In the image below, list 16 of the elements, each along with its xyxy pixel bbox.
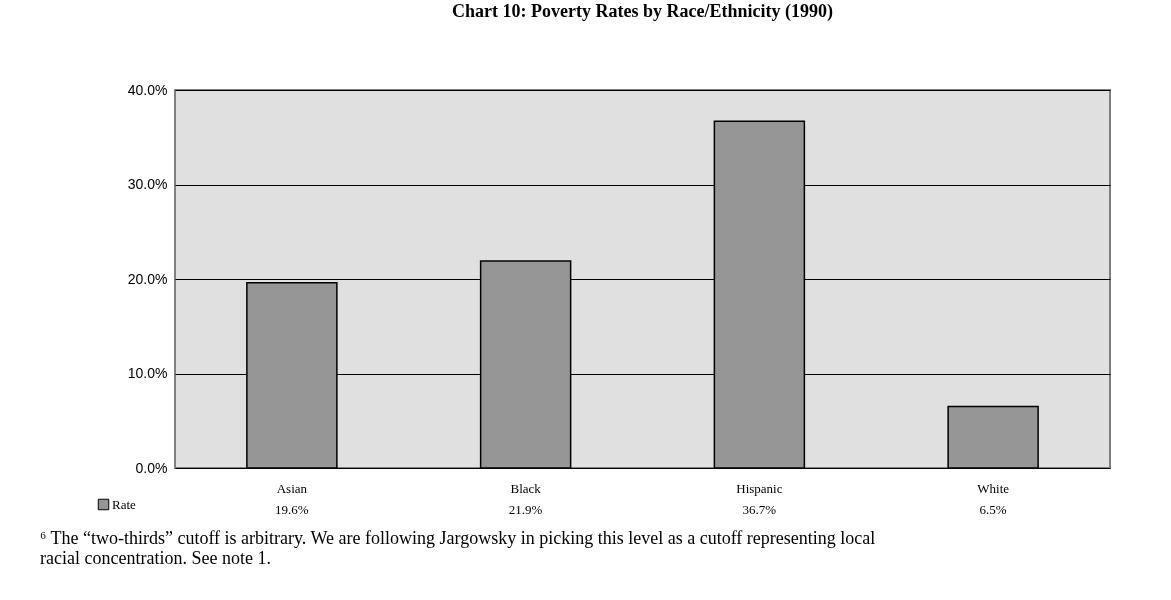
y-tick-label: 0.0% <box>135 459 168 476</box>
x-tick-label: Asian <box>276 480 308 496</box>
legend-label: Rate <box>112 496 137 512</box>
x-tick-label: Hispanic <box>736 480 783 496</box>
y-tick-label: 10.0% <box>127 365 168 381</box>
y-tick-label: 20.0% <box>127 270 168 287</box>
x-tick-label: White <box>977 480 1010 496</box>
x-tick-label: Black <box>510 480 542 496</box>
data-label: 6.5% <box>979 502 1007 517</box>
chart-title: Chart 10: Poverty Rates by Race/Ethnicity (1990) <box>452 1 833 22</box>
data-label: 19.6% <box>275 502 309 517</box>
y-tick-label: 40.0% <box>127 81 168 98</box>
text: ⁶ The “two-thirds” cutoff is arbitrary. We are following Jargowsky in picking this level as a cutoff representing local racial concentration. See note 1. <box>40 528 876 568</box>
data-label: 21.9% <box>508 502 543 517</box>
y-tick-label: 30.0% <box>127 176 168 192</box>
data-label: 36.7% <box>742 502 777 517</box>
